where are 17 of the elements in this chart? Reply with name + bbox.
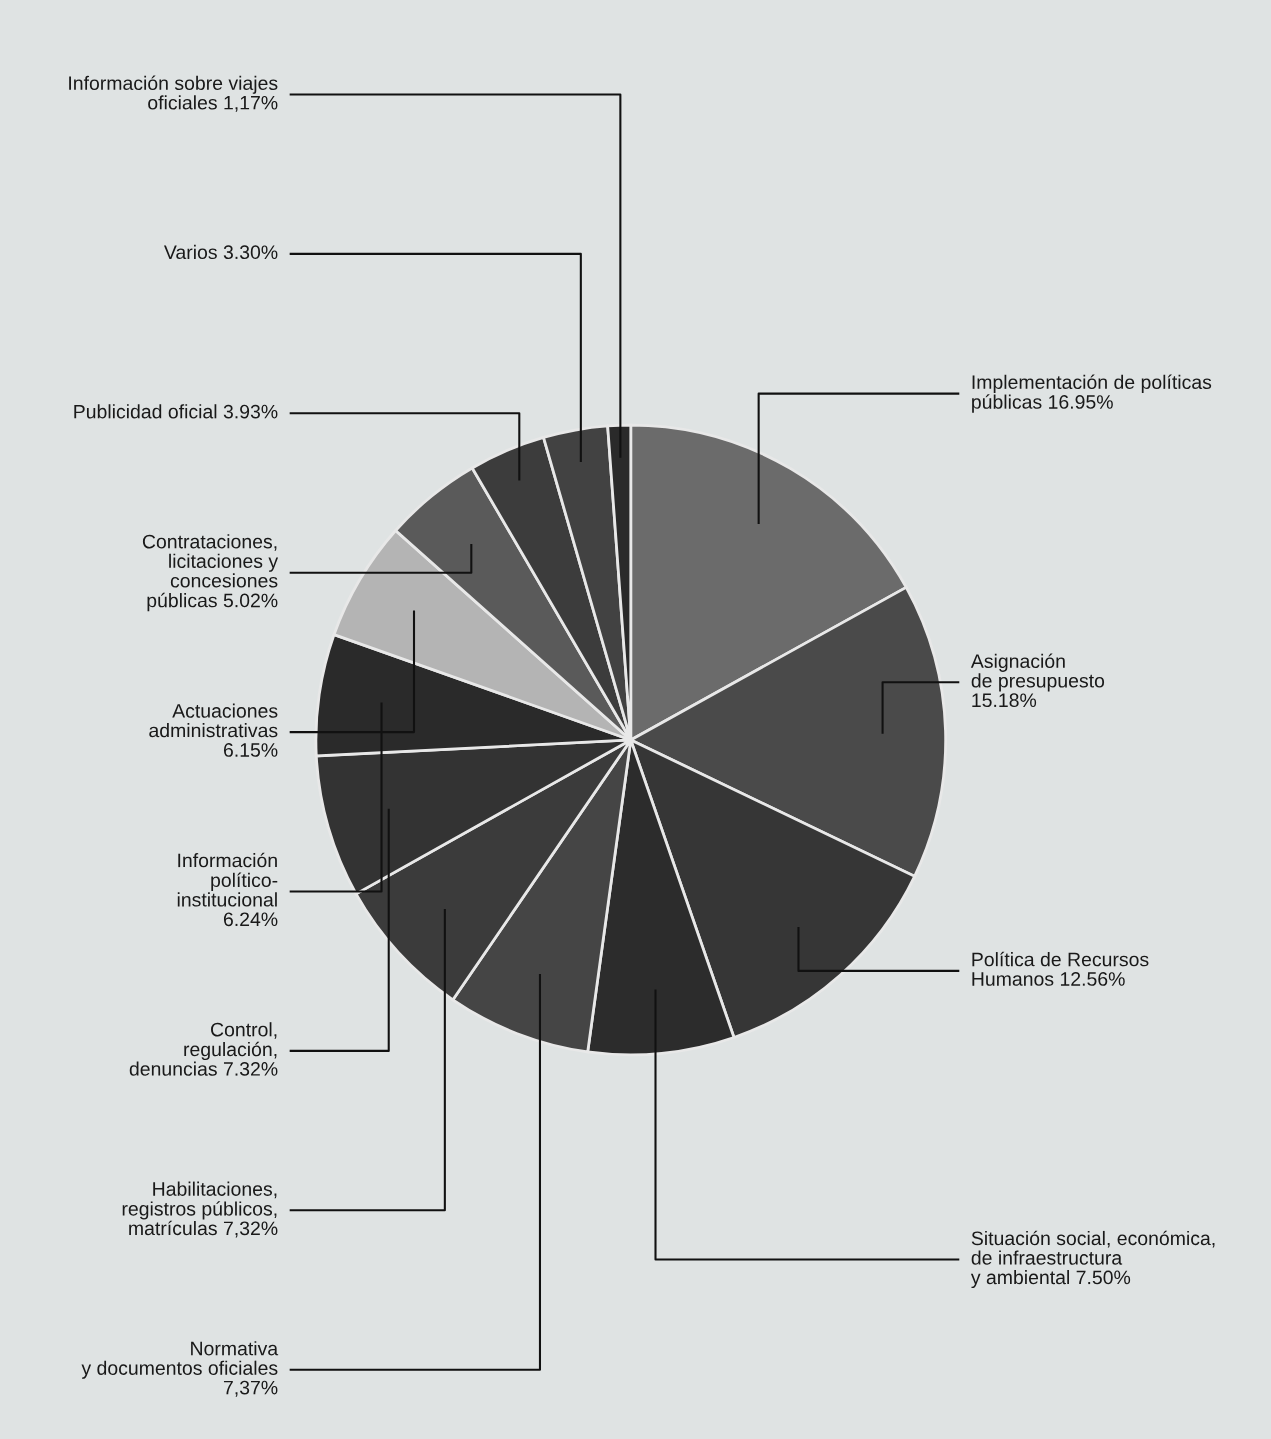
slice-label: Varios 3.30% — [163, 244, 278, 260]
slice-label: Control, regulación, denuncias 7.32% — [129, 1022, 278, 1076]
data-label: 6.24% — [223, 912, 278, 927]
slice-label: Política de Recursos Humanos 12.56% — [972, 951, 1149, 986]
data-label: 15.18% — [972, 693, 1037, 708]
slice-label: Información político- institucional — [177, 852, 278, 907]
data-label: 6.15% — [223, 743, 278, 757]
slice-label: Habilitaciones, registros públicos, matrículas 7,32% — [122, 1181, 278, 1238]
slice-label: Normativa y documentos oficiales — [81, 1341, 279, 1379]
slice-label: Actuaciones administrativas — [149, 703, 278, 738]
data-label: 7,37% — [223, 1380, 278, 1397]
slice-label: Situación social, económica, de infraestructura y ambiental 7.50% — [970, 1230, 1215, 1289]
slice-label: Información sobre viajes oficiales 1,17% — [69, 75, 278, 112]
slice-label: Implementación de políticas públicas 16.95% — [972, 374, 1212, 413]
slice-label: Asignación de presupuesto — [970, 653, 1105, 692]
slice-label: Contrataciones, licitaciones y concesiones públicas 5.02% — [142, 534, 279, 612]
slice-label: Publicidad oficial 3.93% — [74, 404, 278, 419]
